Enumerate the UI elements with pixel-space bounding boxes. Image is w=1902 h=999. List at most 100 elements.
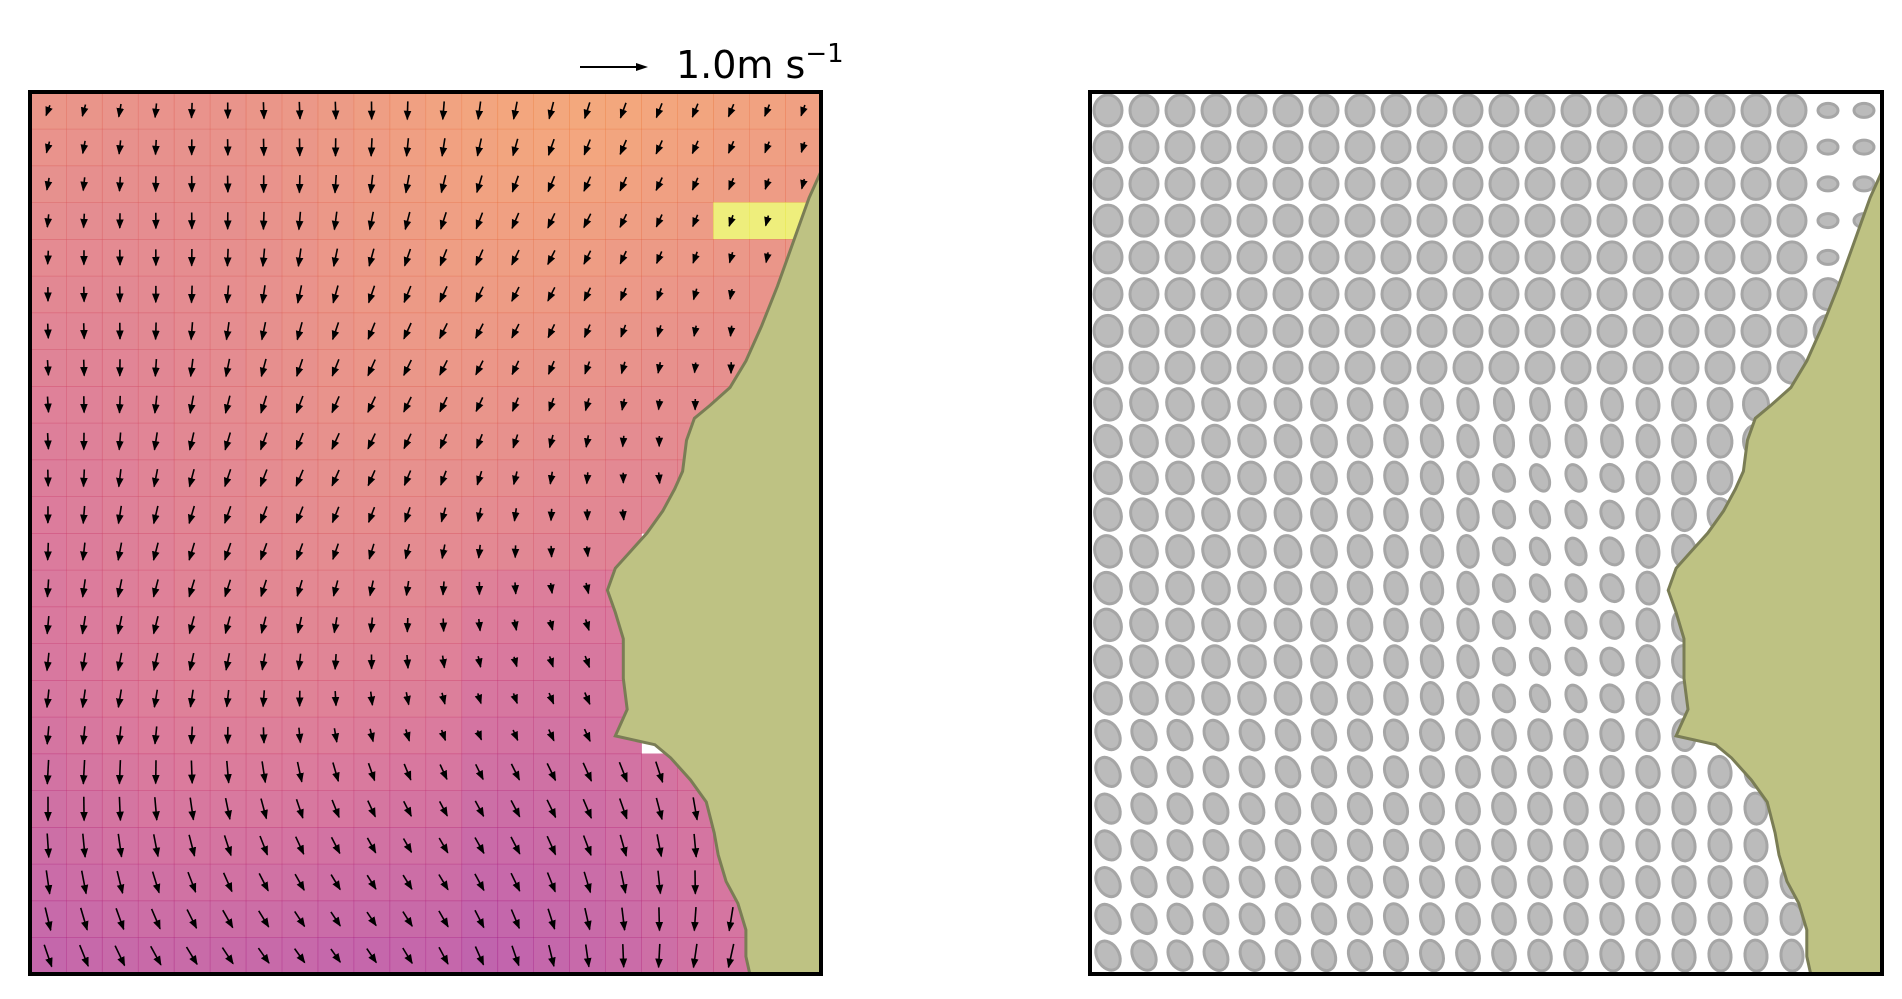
quiver-arrow bbox=[403, 729, 411, 742]
quiver-arrow bbox=[79, 759, 88, 785]
quiver-arrow bbox=[187, 726, 196, 745]
tidal-ellipse bbox=[1419, 938, 1445, 973]
quiver-arrow bbox=[547, 471, 556, 485]
quiver-arrow bbox=[439, 764, 448, 781]
quiver-arrow bbox=[438, 837, 449, 854]
tidal-ellipse bbox=[1743, 828, 1769, 863]
quiver-arrow bbox=[259, 542, 268, 561]
quiver-arrow bbox=[79, 907, 89, 931]
tidal-ellipse bbox=[1599, 573, 1625, 604]
tidal-ellipse bbox=[1308, 350, 1340, 385]
tidal-ellipse bbox=[1346, 644, 1374, 679]
tidal-ellipse bbox=[1527, 938, 1553, 973]
quiver-arrow bbox=[546, 835, 557, 856]
tidal-ellipse bbox=[1456, 534, 1480, 569]
quiver-arrow bbox=[619, 176, 628, 192]
quiver-arrow bbox=[187, 395, 196, 415]
tidal-ellipse bbox=[1599, 865, 1625, 899]
quiver-arrow bbox=[295, 543, 304, 561]
tidal-ellipse bbox=[1632, 166, 1664, 201]
tidal-ellipse bbox=[1668, 130, 1700, 165]
tidal-ellipse bbox=[1092, 277, 1124, 312]
tidal-ellipse bbox=[1706, 460, 1734, 496]
quiver-arrow bbox=[655, 870, 664, 895]
quiver-arrow bbox=[403, 580, 412, 597]
tidal-ellipse bbox=[1527, 828, 1553, 863]
quiver-arrow bbox=[582, 762, 593, 782]
quiver-arrow bbox=[438, 801, 449, 817]
tidal-ellipse bbox=[1092, 350, 1124, 385]
quiver-arrow bbox=[224, 542, 232, 561]
tidal-ellipse bbox=[1776, 313, 1808, 348]
quiver-arrow bbox=[260, 798, 268, 820]
quiver-arrow bbox=[439, 618, 448, 633]
quiver-arrow bbox=[619, 435, 628, 448]
tidal-ellipse bbox=[1632, 203, 1664, 238]
quiver-arrow bbox=[439, 249, 448, 267]
quiver-arrow bbox=[404, 507, 412, 523]
quiver-arrow bbox=[582, 582, 591, 595]
tidal-ellipse bbox=[1344, 240, 1376, 275]
quiver-arrow bbox=[295, 248, 304, 268]
quiver-arrow bbox=[45, 105, 53, 117]
tidal-ellipse bbox=[1273, 644, 1303, 679]
quiver-arrow bbox=[330, 874, 341, 891]
quiver-arrow bbox=[332, 543, 340, 561]
tidal-ellipse bbox=[1528, 499, 1552, 530]
quiver-arrow bbox=[188, 834, 197, 857]
tidal-ellipse bbox=[1236, 166, 1268, 201]
tidal-ellipse bbox=[1128, 166, 1160, 201]
tidal-ellipse bbox=[1560, 166, 1592, 201]
tidal-ellipse bbox=[1452, 350, 1484, 385]
tidal-ellipse bbox=[1310, 939, 1338, 973]
quiver-arrow bbox=[259, 321, 268, 341]
tidal-ellipse bbox=[1273, 570, 1303, 606]
tidal-ellipse bbox=[1529, 387, 1551, 422]
quiver-arrow bbox=[152, 359, 160, 378]
tidal-ellipse bbox=[1093, 497, 1123, 532]
quiver-arrow bbox=[44, 542, 52, 561]
tidal-ellipse bbox=[1452, 130, 1484, 165]
quiver-arrow bbox=[44, 689, 52, 709]
quiver-arrow bbox=[80, 689, 88, 709]
tidal-ellipse bbox=[1740, 313, 1772, 348]
quiver-arrow bbox=[583, 250, 592, 265]
tidal-ellipse bbox=[1202, 792, 1230, 825]
tidal-ellipse bbox=[1308, 93, 1340, 128]
quiver-arrow bbox=[368, 543, 376, 560]
tidal-ellipse bbox=[1704, 166, 1736, 201]
tidal-ellipse bbox=[1419, 387, 1445, 422]
tidal-ellipse bbox=[1488, 93, 1520, 128]
tidal-ellipse bbox=[1092, 93, 1124, 128]
quiver-arrow bbox=[619, 907, 628, 932]
tidal-ellipse bbox=[1383, 607, 1409, 643]
tidal-ellipse bbox=[1528, 610, 1552, 640]
tidal-ellipse bbox=[1488, 203, 1520, 238]
tidal-ellipse bbox=[1564, 610, 1588, 640]
tidal-ellipse bbox=[1527, 755, 1553, 789]
tidal-ellipse bbox=[1635, 938, 1661, 973]
tidal-ellipse bbox=[1635, 901, 1661, 936]
quiver-arrow bbox=[259, 469, 268, 488]
tidal-ellipse bbox=[1164, 203, 1196, 238]
quiver-arrow bbox=[547, 582, 555, 595]
quiver-arrow bbox=[44, 579, 52, 598]
quiver-arrow bbox=[331, 691, 340, 707]
tidal-ellipse bbox=[1093, 460, 1123, 496]
quiver-arrow bbox=[186, 909, 198, 930]
quiver-arrow bbox=[259, 248, 268, 268]
quiver-arrow bbox=[439, 101, 448, 121]
tidal-ellipse bbox=[1310, 497, 1338, 532]
quiver-arrow bbox=[582, 692, 591, 706]
tidal-ellipse bbox=[1599, 499, 1625, 530]
tidal-ellipse bbox=[1094, 902, 1122, 935]
quiver-arrow bbox=[475, 433, 484, 449]
tidal-ellipse bbox=[1382, 902, 1410, 936]
quiver-arrow bbox=[366, 837, 377, 854]
quiver-arrow bbox=[260, 579, 268, 598]
tidal-ellipse bbox=[1671, 423, 1697, 459]
quiver-arrow bbox=[439, 285, 448, 303]
quiver-arrow bbox=[43, 944, 53, 968]
quiver-arrow bbox=[259, 506, 268, 524]
quiver-arrow bbox=[259, 835, 269, 856]
